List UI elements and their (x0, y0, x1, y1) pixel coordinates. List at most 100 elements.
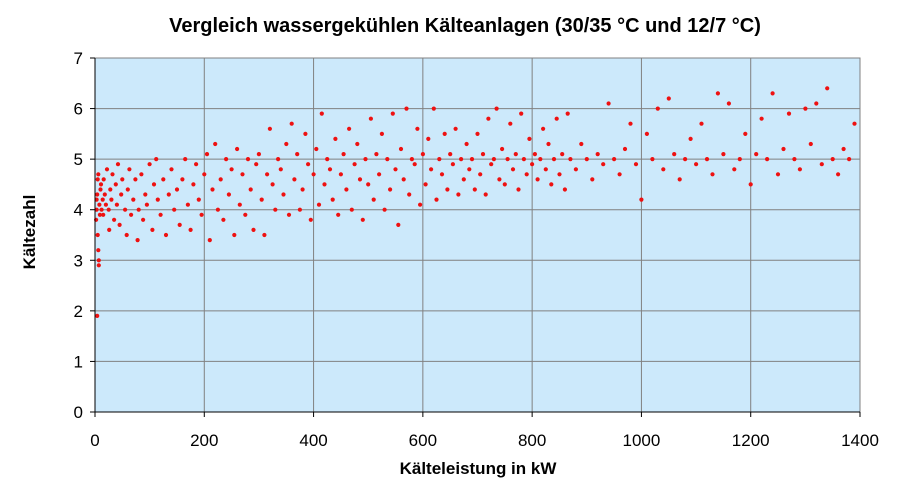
data-point (251, 227, 256, 232)
data-point (393, 167, 398, 172)
data-point (584, 157, 589, 162)
data-point (688, 136, 693, 141)
data-point (557, 172, 562, 177)
x-tick-label: 1200 (732, 431, 770, 450)
data-point (748, 182, 753, 187)
data-point (398, 146, 404, 152)
data-point (155, 197, 160, 202)
data-point (95, 313, 100, 318)
data-point (459, 157, 464, 162)
data-point (721, 152, 726, 157)
data-point (830, 157, 835, 162)
data-point (418, 202, 423, 207)
x-tick-label: 400 (299, 431, 327, 450)
data-point (527, 136, 532, 141)
data-point (235, 146, 240, 152)
data-point (103, 202, 108, 207)
data-point (110, 172, 115, 177)
data-point (99, 207, 104, 212)
data-point (133, 177, 138, 182)
data-point (319, 111, 324, 116)
data-point (726, 101, 732, 106)
data-point (737, 157, 742, 162)
data-point (633, 162, 639, 167)
data-point (565, 111, 570, 116)
data-point (502, 182, 507, 187)
data-point (98, 187, 103, 192)
gridlines (95, 58, 860, 412)
data-point (218, 177, 223, 182)
data-point (543, 167, 548, 172)
data-point (232, 232, 237, 238)
data-point (786, 111, 792, 116)
data-point (814, 101, 819, 106)
data-point (104, 167, 110, 172)
data-point (254, 162, 259, 167)
data-point (770, 91, 775, 96)
data-point (715, 91, 721, 96)
data-point (151, 182, 157, 187)
data-point (213, 141, 218, 147)
data-point (129, 212, 134, 217)
data-point (94, 197, 99, 202)
data-point (98, 182, 104, 187)
data-point (371, 197, 376, 202)
data-point (483, 192, 488, 197)
data-point (549, 182, 554, 187)
data-point (368, 116, 373, 121)
data-point (341, 152, 346, 157)
data-point (360, 217, 365, 222)
data-point (174, 187, 180, 192)
data-point (106, 207, 111, 212)
data-point (532, 152, 538, 157)
data-point (450, 162, 455, 167)
data-point (694, 162, 699, 167)
data-point (262, 232, 267, 238)
data-point (96, 263, 101, 268)
data-point (180, 177, 185, 182)
data-point (743, 131, 748, 136)
data-point (115, 162, 121, 167)
y-tick-label: 7 (74, 49, 83, 68)
data-point (541, 126, 546, 131)
data-point (120, 177, 125, 182)
data-point (396, 222, 401, 227)
data-point (530, 162, 535, 167)
data-point (453, 126, 458, 131)
data-point (108, 187, 113, 192)
data-point (732, 167, 737, 172)
data-point (136, 207, 141, 212)
data-point (562, 187, 568, 192)
data-point (183, 157, 188, 162)
data-point (390, 111, 395, 116)
data-point (185, 202, 190, 207)
data-point (289, 121, 294, 126)
data-point (355, 141, 360, 147)
data-point (113, 182, 118, 187)
data-point (677, 177, 682, 182)
data-point (622, 146, 628, 152)
data-point (169, 167, 174, 172)
data-point (295, 152, 300, 157)
data-point (439, 172, 445, 177)
data-point (379, 131, 384, 136)
data-point (420, 152, 425, 157)
data-point (412, 162, 417, 167)
data-point (300, 187, 305, 192)
data-point (204, 152, 210, 157)
data-point (96, 172, 101, 177)
data-point (423, 182, 428, 187)
data-point (237, 202, 242, 207)
y-tick-label: 6 (74, 100, 83, 119)
data-point (437, 157, 442, 162)
data-point (803, 106, 808, 111)
data-point (273, 207, 278, 212)
y-tick-label: 1 (74, 352, 83, 371)
data-point (281, 192, 286, 197)
data-point (322, 182, 327, 187)
data-point (202, 172, 207, 177)
data-point (513, 152, 518, 157)
data-point (363, 157, 368, 162)
data-point (836, 172, 841, 177)
